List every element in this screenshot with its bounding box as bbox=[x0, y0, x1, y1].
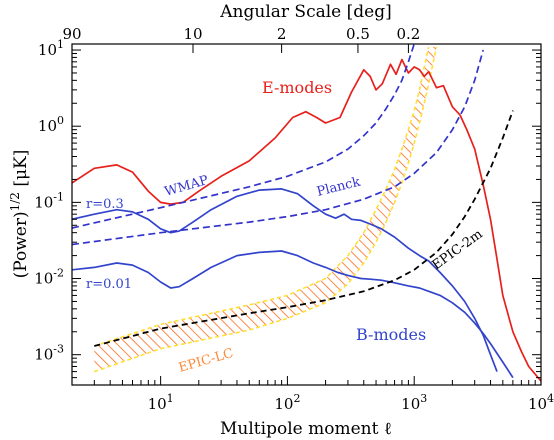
annotation-bmodes: B-modes bbox=[356, 325, 426, 344]
annotation-r03: r=0.3 bbox=[86, 197, 124, 212]
series-layer bbox=[72, 44, 541, 382]
y-axis-title: (Power)1/2 [μK] bbox=[8, 150, 31, 279]
top-tick-label: 2 bbox=[277, 25, 287, 43]
series-line-wmap bbox=[72, 44, 416, 229]
top-axis-title: Angular Scale [deg] bbox=[219, 2, 391, 22]
top-tick-label: 0.5 bbox=[346, 25, 370, 43]
x-tick-label: 101 bbox=[148, 392, 174, 413]
annotation-epiclc: EPIC-LC bbox=[177, 346, 235, 376]
x-tick-label: 104 bbox=[528, 392, 554, 413]
annotation-planck: Planck bbox=[315, 175, 362, 200]
annotation-emodes: E-modes bbox=[262, 78, 332, 97]
x-tick-label: 103 bbox=[401, 392, 427, 413]
epic-lc-band bbox=[94, 46, 437, 372]
x-axis-title: Multipole moment ℓ bbox=[220, 419, 392, 439]
top-tick-label: 90 bbox=[62, 25, 81, 43]
top-tick-label: 10 bbox=[183, 25, 202, 43]
x-tick-label: 102 bbox=[274, 392, 300, 413]
band-layer bbox=[94, 46, 438, 373]
annotation-wmap: WMAP bbox=[163, 173, 210, 200]
epic-lc-band-lower-edge bbox=[94, 46, 438, 373]
y-tick-label: 10-1 bbox=[34, 190, 64, 211]
series-line-planck bbox=[72, 49, 485, 246]
tick-layer bbox=[71, 44, 541, 386]
top-tick-label: 0.2 bbox=[396, 25, 420, 43]
series-line-bmodes-r03 bbox=[72, 188, 498, 372]
y-tick-label: 100 bbox=[38, 114, 64, 135]
y-tick-label: 10-3 bbox=[34, 343, 64, 364]
y-tick-label: 101 bbox=[38, 38, 64, 59]
series-line-epic2m bbox=[94, 110, 514, 347]
series-line-emodes bbox=[72, 58, 541, 382]
annotation-r001: r=0.01 bbox=[86, 277, 132, 292]
series-line-bmodes-r001 bbox=[72, 250, 514, 379]
epic-lc-band-upper-edge bbox=[94, 46, 430, 347]
y-tick-label: 10-2 bbox=[34, 267, 64, 288]
